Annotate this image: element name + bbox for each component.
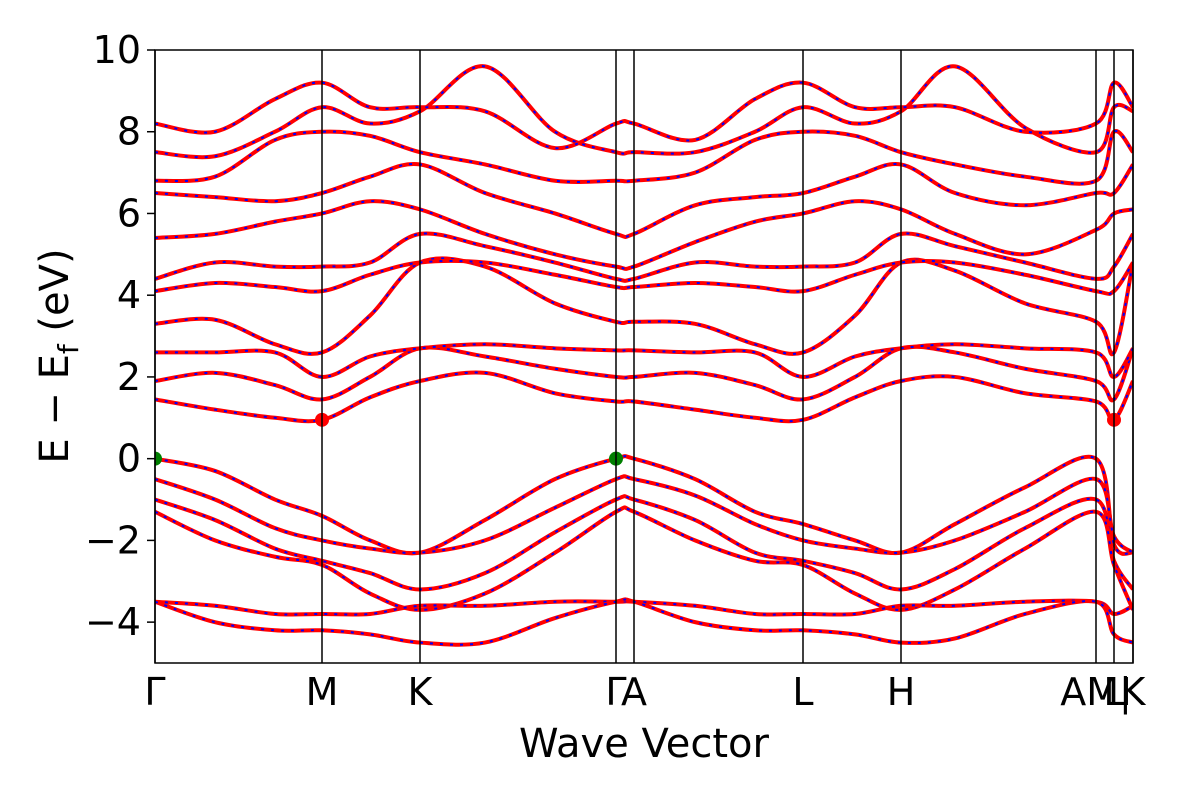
x-tick-label: Γ <box>605 670 626 714</box>
x-tick-label: H <box>887 670 916 714</box>
band-line-dashed <box>155 257 1133 356</box>
band-line-dashed <box>155 162 1133 238</box>
band-line-dashed <box>155 495 1133 591</box>
y-tick-label: 2 <box>117 355 141 399</box>
band-line-dashed <box>155 343 1133 378</box>
band-line <box>155 231 1133 283</box>
band-line <box>155 64 1133 160</box>
band-line-dashed <box>155 371 1133 423</box>
band-line <box>155 597 1133 647</box>
band-line <box>155 256 1133 357</box>
y-tick-label: 10 <box>93 28 141 72</box>
band-line <box>155 129 1133 186</box>
band-line-dashed <box>155 200 1133 270</box>
band-line-dashed <box>155 232 1133 282</box>
band-line <box>155 505 1133 612</box>
x-tick-label: M <box>306 670 339 714</box>
x-tick-label: L <box>1103 670 1124 714</box>
band-line <box>155 344 1133 403</box>
band-line-dashed <box>155 598 1133 646</box>
band-line <box>155 161 1133 239</box>
y-tick-label: 8 <box>117 110 141 154</box>
band-line-dashed <box>155 345 1133 402</box>
band-line <box>155 80 1133 151</box>
x-tick-label: Γ <box>144 670 165 714</box>
x-tick-label: A <box>621 670 647 714</box>
x-axis-label: Wave Vector <box>519 721 770 767</box>
band-line-dashed <box>155 475 1133 554</box>
y-tick-label: −2 <box>85 518 141 562</box>
y-label-main: E − E <box>32 354 78 464</box>
y-tick-label: −4 <box>85 600 141 644</box>
x-tick-label: K <box>1121 670 1147 714</box>
band-line-dashed <box>155 65 1133 159</box>
x-tick-label: K <box>408 670 434 714</box>
band-edge-marker <box>155 451 162 466</box>
plot-frame <box>154 49 1134 664</box>
y-label-sub: f <box>52 343 85 354</box>
y-tick-label: 4 <box>117 273 141 317</box>
y-tick-label: 6 <box>117 191 141 235</box>
band-line-dashed <box>155 599 1133 616</box>
band-line-dashed <box>155 259 1133 295</box>
band-line-dashed <box>155 130 1133 185</box>
x-tick-label: L <box>792 670 813 714</box>
plot-area <box>155 64 1133 647</box>
band-line <box>155 454 1133 556</box>
band-line <box>155 199 1133 271</box>
y-label-unit: (eV) <box>32 248 78 344</box>
y-tick-label: 0 <box>117 437 141 481</box>
y-axis-label: E − Ef (eV) <box>32 248 85 463</box>
x-tick-label: AM| <box>1060 670 1132 715</box>
